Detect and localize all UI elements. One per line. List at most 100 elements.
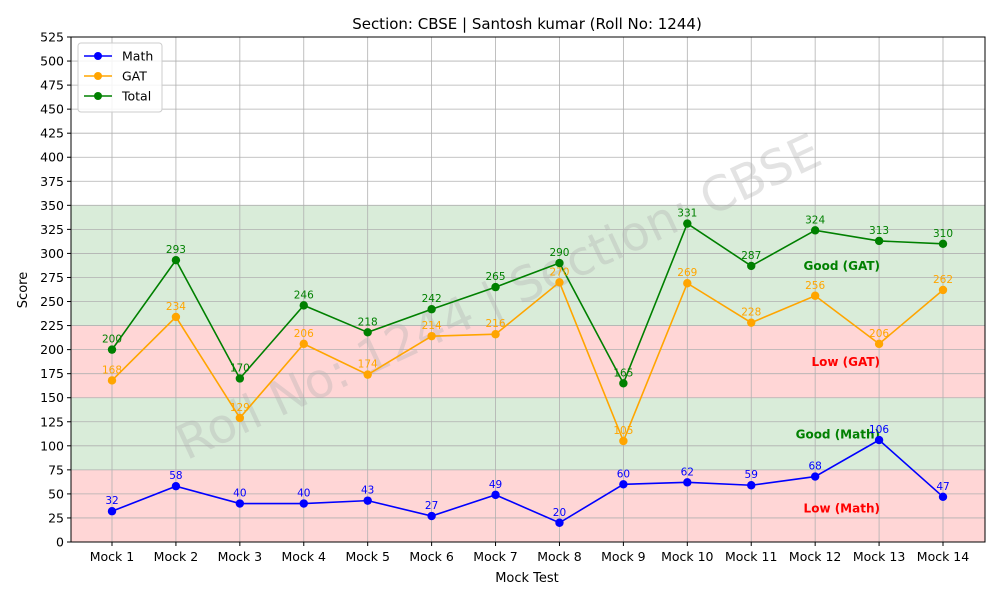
- y-tick-label: 275: [40, 270, 64, 285]
- total-point: [107, 345, 117, 354]
- x-axis-ticks: Mock 1 Mock 2 Mock 3 Mock 4 Mock 5 Mock 6 Mock…: [90, 542, 969, 564]
- y-tick-label: 400: [40, 150, 64, 165]
- gat-data-label: 270: [549, 266, 569, 278]
- math-data-label: 27: [425, 500, 438, 512]
- total-point: [874, 236, 884, 246]
- x-tick-label: Mock 5: [345, 549, 389, 564]
- gat-data-label: 174: [358, 359, 378, 371]
- math-point: [171, 482, 181, 491]
- total-data-label: 265: [486, 271, 506, 283]
- y-tick-label: 125: [40, 414, 64, 429]
- y-tick-label: 300: [40, 246, 64, 261]
- y-tick-label: 425: [40, 126, 64, 141]
- math-data-label: 62: [681, 466, 694, 478]
- gat-data-label: 262: [933, 274, 953, 286]
- band-0: [71, 469, 985, 542]
- gat-data-label: 228: [741, 307, 761, 319]
- y-tick-label: 450: [40, 102, 64, 117]
- math-data-label: 40: [233, 488, 246, 500]
- band-labels: Low (Math) Good (Math) Low (GAT) Good (GAT): [796, 259, 880, 515]
- total-point: [938, 239, 948, 249]
- x-tick-label: Mock 11: [725, 549, 777, 564]
- x-tick-label: Mock 6: [409, 549, 454, 564]
- total-point: [171, 255, 181, 265]
- gat-point: [874, 339, 884, 349]
- math-data-label: 40: [297, 488, 310, 500]
- math-point: [555, 518, 564, 527]
- gat-point: [363, 370, 372, 379]
- math-data-label: 47: [936, 481, 949, 493]
- gat-data-label: 234: [166, 301, 186, 313]
- gat-point: [235, 413, 245, 423]
- total-data-label: 324: [805, 214, 825, 226]
- total-data-label: 165: [613, 367, 633, 379]
- y-tick-label: 175: [40, 366, 64, 381]
- total-data-label: 290: [549, 247, 569, 259]
- total-data-label: 313: [869, 225, 889, 237]
- gat-legend-marker: [94, 72, 102, 80]
- total-data-label: 293: [166, 244, 186, 256]
- total-point: [235, 374, 245, 383]
- x-tick-label: Mock 7: [473, 549, 517, 564]
- math-legend-label: Math: [122, 49, 153, 64]
- y-tick-label: 200: [40, 342, 64, 357]
- band-label-2: Low (GAT): [811, 355, 880, 369]
- x-tick-label: Mock 12: [789, 549, 841, 564]
- total-data-label: 331: [677, 208, 697, 220]
- math-series-line: [111, 439, 944, 524]
- y-tick-label: 225: [40, 318, 64, 333]
- gat-series-line: [111, 280, 944, 444]
- y-tick-label: 25: [48, 510, 64, 525]
- x-tick-label: Mock 14: [917, 549, 969, 564]
- total-point: [810, 226, 820, 235]
- total-data-label: 218: [358, 316, 378, 328]
- gat-point: [171, 312, 181, 322]
- y-tick-label: 0: [56, 535, 64, 550]
- total-data-label: 200: [102, 334, 122, 346]
- plot-frame: [70, 36, 986, 543]
- math-legend-marker: [94, 52, 102, 60]
- x-tick-label: Mock 3: [218, 549, 262, 564]
- math-point: [107, 507, 117, 516]
- total-point: [619, 379, 628, 388]
- math-point: [938, 492, 948, 501]
- band-label-0: Low (Math): [804, 501, 880, 515]
- x-tick-label: Mock 4: [282, 549, 327, 564]
- math-point: [747, 481, 756, 490]
- y-tick-label: 150: [40, 390, 64, 405]
- total-point: [747, 261, 756, 271]
- math-data-label: 68: [808, 461, 821, 473]
- math-point: [874, 435, 884, 445]
- math-point: [299, 499, 308, 508]
- x-tick-label: Mock 13: [853, 549, 905, 564]
- total-legend-marker: [94, 92, 102, 100]
- gat-point: [938, 285, 948, 295]
- total-point: [491, 282, 500, 292]
- gat-data-label: 168: [102, 364, 122, 376]
- y-tick-label: 500: [40, 54, 64, 69]
- y-axis-ticks: 0 25 50 75 100 125 150 175 200 225 250 275 300 325 350…: [40, 30, 71, 550]
- gat-point: [491, 330, 500, 339]
- math-data-label: 43: [361, 485, 374, 497]
- gat-point: [619, 436, 628, 446]
- band-3: [71, 205, 985, 326]
- math-data-label: 49: [489, 479, 502, 491]
- y-tick-label: 375: [40, 174, 64, 189]
- x-tick-label: Mock 8: [537, 549, 582, 564]
- band-label-1: Good (Math): [796, 427, 880, 441]
- y-axis-title: Score: [16, 272, 31, 308]
- series-lines: [107, 219, 948, 527]
- math-point: [683, 478, 692, 487]
- x-tick-label: Mock 2: [154, 549, 198, 564]
- gat-data-label: 214: [422, 320, 442, 332]
- data-labels: 32 58 40 40 43 27 49 20 60 62 59 68 106 47 168 234 129 20…: [102, 208, 953, 519]
- total-point: [683, 219, 692, 228]
- y-tick-label: 75: [48, 462, 64, 477]
- gat-point: [427, 331, 436, 341]
- band-label-3: Good (GAT): [804, 259, 880, 273]
- total-data-label: 170: [230, 362, 250, 374]
- gat-point: [299, 339, 308, 349]
- gat-point: [810, 291, 820, 300]
- x-tick-label: Mock 9: [601, 549, 646, 564]
